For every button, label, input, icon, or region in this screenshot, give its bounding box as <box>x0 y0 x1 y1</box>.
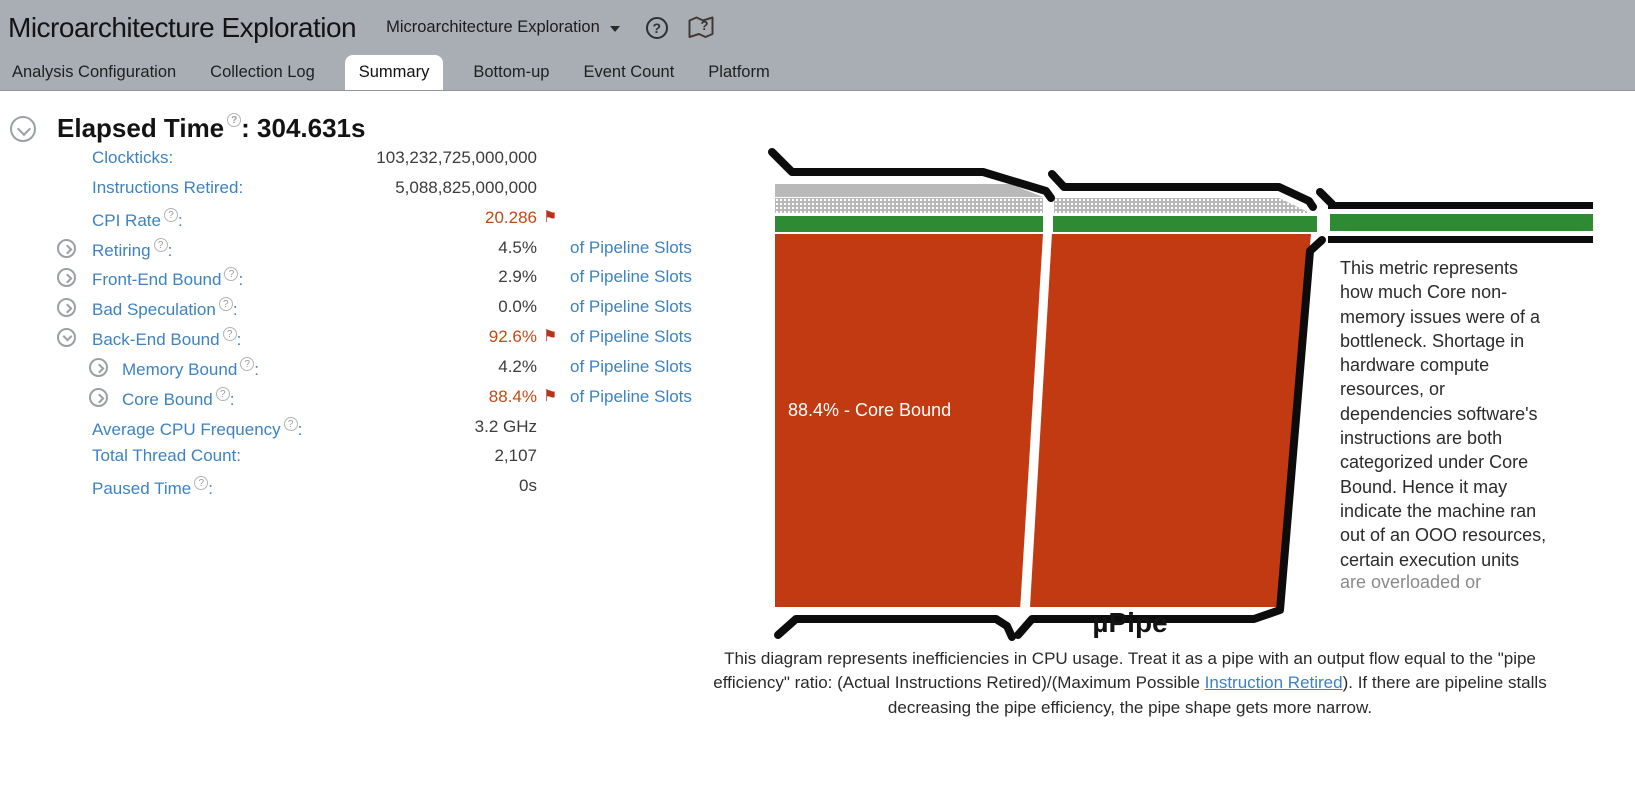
upipe-title: µPipe <box>1092 607 1168 638</box>
expand-icon[interactable] <box>57 298 76 318</box>
core-bound-tooltip-truncated: are overloaded or <box>1340 572 1482 592</box>
core-bound-bar-label: 88.4% - Core Bound <box>788 400 952 420</box>
result-tab-bar: Analysis Configuration Collection Log Su… <box>0 55 1635 91</box>
core-bound-tooltip: This metric represents how much Core non… <box>1340 258 1547 570</box>
elapsed-time-heading: Elapsed Time?: 304.631s <box>57 113 366 143</box>
help-icon[interactable]: ? <box>218 297 233 312</box>
pipe-core-bound-block[interactable] <box>775 234 1043 607</box>
metric-value: 88.4% <box>488 386 537 406</box>
tab-analysis-configuration[interactable]: Analysis Configuration <box>12 63 177 81</box>
elapsed-time-value: : 304.631s <box>241 113 366 143</box>
metric-row-average-cpu-frequency: Average CPU Frequency?: 3.2 GHz <box>92 416 537 439</box>
help-icon[interactable]: ? <box>163 207 178 222</box>
expand-icon[interactable] <box>89 357 108 377</box>
pipe-frontend-band <box>775 184 1043 197</box>
instruction-retired-link[interactable]: Instruction Retired <box>1204 673 1343 693</box>
metric-row-paused-time: Paused Time?: 0s <box>92 476 537 499</box>
pipe-core-bound-block[interactable] <box>1030 234 1311 607</box>
metric-label[interactable]: Retiring <box>92 240 151 260</box>
documentation-icon[interactable]: ? <box>688 16 714 39</box>
metric-row-bad-speculation: Bad Speculation?: 0.0% of Pipeline Slots <box>0 293 740 323</box>
help-icon[interactable]: ? <box>194 476 209 491</box>
help-icon[interactable]: ? <box>153 237 168 252</box>
metrics-list: Clockticks: 103,232,725,000,000 Instruct… <box>0 144 740 502</box>
metric-label[interactable]: CPI Rate <box>92 210 161 230</box>
help-icon[interactable]: ? <box>215 386 230 401</box>
metric-label[interactable]: Average CPU Frequency <box>92 419 281 439</box>
metric-row-cpi-rate: CPI Rate?: 20.286 ⚑ <box>92 206 558 230</box>
metric-row-back-end-bound: Back-End Bound?: 92.6% ⚑ of Pipeline Slo… <box>0 323 740 353</box>
pipeline-slots-link[interactable]: of Pipeline Slots <box>570 267 692 287</box>
metric-row-memory-bound: Memory Bound?: 4.2% of Pipeline Slots <box>0 353 740 383</box>
metric-value: 0.0% <box>498 297 537 317</box>
metric-label[interactable]: Bad Speculation <box>92 300 216 320</box>
metric-row-clockticks: Clockticks: 103,232,725,000,000 <box>92 148 537 167</box>
metric-value: 20.286 <box>485 207 537 227</box>
metric-value: 103,232,725,000,000 <box>376 148 537 167</box>
metric-value: 0s <box>519 476 537 496</box>
collapse-section-icon[interactable] <box>10 115 36 142</box>
flag-icon: ⚑ <box>543 385 558 405</box>
help-icon[interactable]: ? <box>240 356 255 371</box>
pipeline-slots-link[interactable]: of Pipeline Slots <box>570 356 692 376</box>
metric-label[interactable]: Front-End Bound <box>92 270 222 290</box>
metric-label[interactable]: Paused Time <box>92 479 192 499</box>
help-icon[interactable]: ? <box>283 416 298 431</box>
metric-label[interactable]: Total Thread Count <box>92 446 237 466</box>
pipeline-slots-link[interactable]: of Pipeline Slots <box>570 297 692 317</box>
tab-platform[interactable]: Platform <box>708 63 770 81</box>
metric-value: 4.5% <box>498 237 537 257</box>
help-icon[interactable]: ? <box>645 16 668 39</box>
metric-row-instructions-retired: Instructions Retired: 5,088,825,000,000 <box>92 177 537 197</box>
metric-label[interactable]: Clockticks <box>92 148 169 167</box>
metric-value: 2,107 <box>494 446 537 466</box>
pipe-output-flow <box>1330 214 1593 231</box>
summary-pane: Elapsed Time?: 304.631s Clockticks: 103,… <box>0 91 1635 811</box>
metric-label[interactable]: Instructions Retired <box>92 177 239 197</box>
expand-icon[interactable] <box>57 268 76 288</box>
tab-bottom-up[interactable]: Bottom-up <box>473 63 550 81</box>
metric-row-front-end-bound: Front-End Bound?: 2.9% of Pipeline Slots <box>0 263 740 293</box>
analysis-type-dropdown-label: Microarchitecture Exploration <box>386 18 600 36</box>
metric-value: 2.9% <box>498 267 537 287</box>
expand-icon[interactable] <box>89 387 108 407</box>
metric-label[interactable]: Memory Bound <box>122 359 238 379</box>
metric-value: 92.6% <box>488 327 537 347</box>
pipe-stall-band <box>775 198 1043 213</box>
pipeline-slots-link[interactable]: of Pipeline Slots <box>570 237 692 257</box>
svg-text:?: ? <box>700 18 708 33</box>
metric-value: 4.2% <box>498 356 537 376</box>
metric-row-core-bound: Core Bound?: 88.4% ⚑ of Pipeline Slots <box>0 383 740 413</box>
metric-value: 5,088,825,000,000 <box>395 177 537 197</box>
tab-event-count[interactable]: Event Count <box>583 63 675 81</box>
pipe-retiring-band <box>1053 216 1317 232</box>
page-title: Microarchitecture Exploration <box>8 11 357 43</box>
chevron-down-icon <box>609 25 620 32</box>
pipe-stall-band <box>1054 198 1310 213</box>
analysis-type-dropdown[interactable]: Microarchitecture Exploration <box>386 18 620 37</box>
upipe-caption: This diagram represents inefficiencies i… <box>713 649 1547 717</box>
collapse-icon[interactable] <box>57 328 76 348</box>
help-icon[interactable]: ? <box>224 267 239 282</box>
metric-row-retiring: Retiring?: 4.5% of Pipeline Slots <box>0 234 740 264</box>
help-icon[interactable]: ? <box>222 327 237 342</box>
help-icon[interactable]: ? <box>227 113 242 127</box>
upipe-diagram: 88.4% - Core Bound This metric represent… <box>713 144 1635 804</box>
pipeline-slots-link[interactable]: of Pipeline Slots <box>570 327 692 347</box>
flag-icon: ⚑ <box>543 206 558 226</box>
flag-icon: ⚑ <box>543 326 558 346</box>
expand-icon[interactable] <box>57 238 76 258</box>
pipe-outline <box>768 148 1593 641</box>
app-header: Microarchitecture Exploration Microarchi… <box>0 0 1635 91</box>
tab-collection-log[interactable]: Collection Log <box>210 63 315 81</box>
pipe-retiring-band <box>775 216 1043 232</box>
metric-label[interactable]: Core Bound <box>122 389 213 409</box>
metric-row-total-thread-count: Total Thread Count: 2,107 <box>92 446 537 466</box>
metric-label[interactable]: Back-End Bound <box>92 330 220 350</box>
pipeline-slots-link[interactable]: of Pipeline Slots <box>570 386 692 406</box>
tab-summary[interactable]: Summary <box>344 55 444 90</box>
metric-value: 3.2 GHz <box>474 416 537 436</box>
